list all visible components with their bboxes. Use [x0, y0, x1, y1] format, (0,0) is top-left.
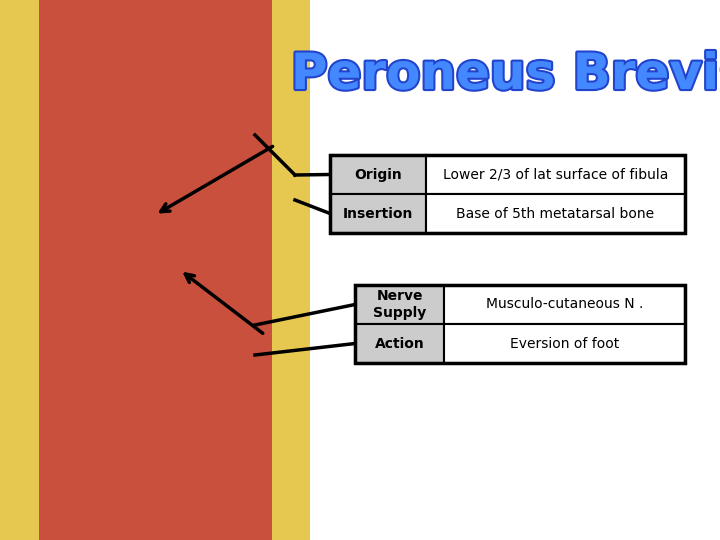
- Bar: [355, 285, 444, 324]
- Text: Origin: Origin: [354, 167, 402, 181]
- Bar: [330, 194, 426, 233]
- Bar: [0, 0, 310, 540]
- Bar: [330, 155, 685, 233]
- Bar: [426, 194, 685, 233]
- Bar: [426, 155, 685, 194]
- Text: Musculo-cutaneous N .: Musculo-cutaneous N .: [486, 298, 643, 312]
- Bar: [444, 285, 685, 324]
- Text: Eversion of foot: Eversion of foot: [510, 336, 619, 350]
- Text: Insertion: Insertion: [343, 206, 413, 220]
- Text: Base of 5th metatarsal bone: Base of 5th metatarsal bone: [456, 206, 654, 220]
- Text: Lower 2/3 of lat surface of fibula: Lower 2/3 of lat surface of fibula: [443, 167, 668, 181]
- Text: Action: Action: [374, 336, 424, 350]
- Text: Nerve
Supply: Nerve Supply: [373, 289, 426, 320]
- Bar: [330, 155, 426, 194]
- Text: Peroneus Brevis: Peroneus Brevis: [291, 51, 720, 99]
- Bar: [355, 285, 685, 363]
- Bar: [355, 324, 444, 363]
- Bar: [444, 324, 685, 363]
